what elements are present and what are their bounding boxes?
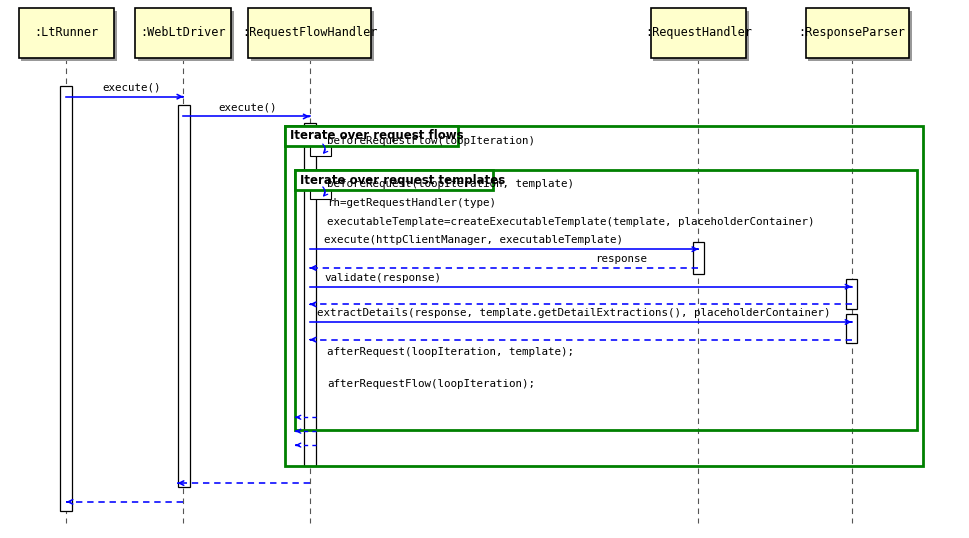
Text: execute(): execute() (218, 103, 277, 113)
Bar (310, 185, 331, 199)
Text: Iterate over request templates: Iterate over request templates (299, 174, 505, 187)
Text: execute(httpClientManager, executableTemplate): execute(httpClientManager, executableTem… (324, 236, 622, 245)
Bar (21, 11, 117, 61)
Text: afterRequestFlow(loopIteration);: afterRequestFlow(loopIteration); (327, 379, 534, 389)
Bar (295, 170, 916, 429)
Bar (285, 125, 457, 146)
Bar (692, 242, 703, 274)
Text: :LtRunner: :LtRunner (34, 26, 99, 39)
Bar (248, 8, 370, 58)
Text: extractDetails(response, template.getDetailExtractions(), placeholderContainer): extractDetails(response, template.getDet… (317, 308, 830, 318)
Text: afterRequest(loopIteration, template);: afterRequest(loopIteration, template); (327, 348, 574, 357)
Text: beforeRequestFlow(loopIteration): beforeRequestFlow(loopIteration) (327, 137, 534, 146)
Bar (136, 8, 231, 58)
Bar (653, 11, 748, 61)
Bar (60, 86, 72, 511)
Text: :WebLtDriver: :WebLtDriver (141, 26, 226, 39)
Text: executableTemplate=createExecutableTemplate(template, placeholderContainer): executableTemplate=createExecutableTempl… (327, 217, 814, 226)
Text: validate(response): validate(response) (324, 273, 441, 283)
Text: rh=getRequestHandler(type): rh=getRequestHandler(type) (327, 198, 495, 208)
Text: beforeRequest(loopIteration, template): beforeRequest(loopIteration, template) (327, 179, 574, 189)
Text: Iterate over request flows: Iterate over request flows (290, 129, 463, 142)
Bar (251, 11, 373, 61)
Bar (285, 125, 922, 466)
Text: :RequestHandler: :RequestHandler (644, 26, 751, 39)
Text: response: response (594, 254, 646, 264)
Bar (805, 8, 908, 58)
Text: execute(): execute() (102, 83, 160, 93)
Bar (845, 279, 857, 309)
Text: :RequestFlowHandler: :RequestFlowHandler (241, 26, 377, 39)
Text: :ResponseParser: :ResponseParser (797, 26, 904, 39)
Bar (650, 8, 745, 58)
Bar (139, 11, 234, 61)
Bar (295, 170, 493, 190)
Bar (18, 8, 114, 58)
Bar (303, 123, 316, 466)
Bar (310, 142, 331, 156)
Bar (845, 314, 857, 343)
Bar (807, 11, 911, 61)
Bar (177, 105, 190, 487)
